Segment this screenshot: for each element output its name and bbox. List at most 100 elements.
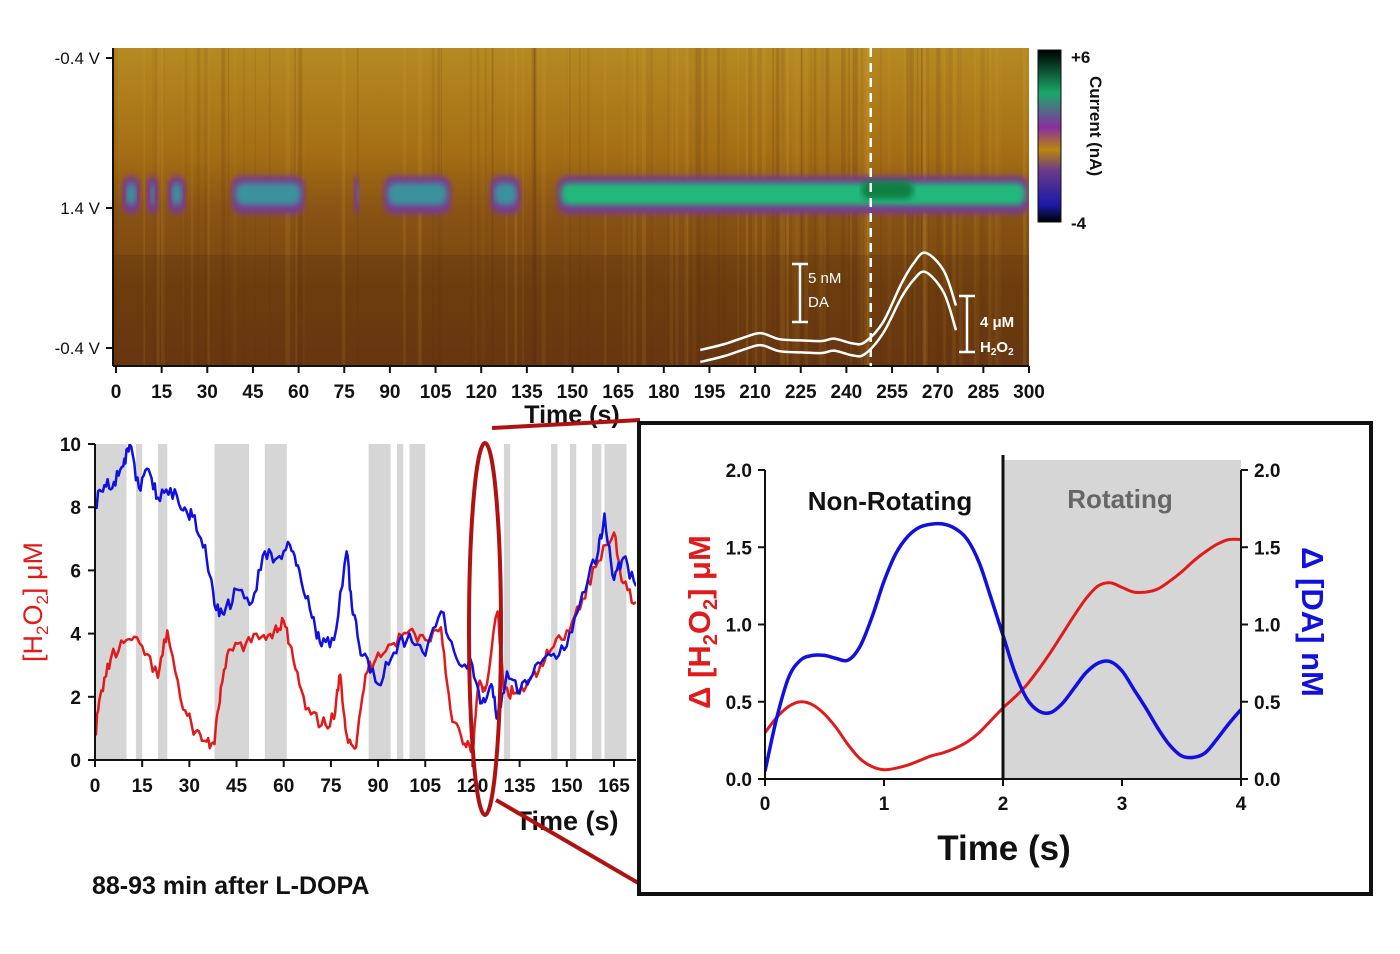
heatmap-x-tick-label: 90 [379,382,400,403]
inset-x-tick-label: 2 [998,794,1009,815]
trace-x-tick-label: 30 [179,776,200,797]
heatmap-streak [474,48,477,366]
trace-y-tick-label: 4 [70,625,81,646]
heatmap-x-tick-label: 270 [922,382,954,403]
heatmap-streak [221,48,225,366]
heatmap-streak [204,48,209,366]
inset-y2-ticks: 0.0 0.5 1.0 1.5 2.0 [1241,461,1281,791]
inset-panel: 0 1 2 3 4 0.0 0.5 1.0 1.5 2.0 0.0 0.5 1.0 1.5 2.0 No… [637,421,1373,896]
inset-x-tick-label: 3 [1117,794,1128,815]
trace-y-tick-label: 8 [70,498,81,519]
band-segment-peak [861,181,914,199]
heatmap-x-tick-label: 45 [242,382,264,403]
scale-bar-da [792,262,808,324]
heatmap-streak [207,48,210,366]
trace-y-axis-label: [H2O2] μM [18,542,52,662]
inset-y-ticks: 0.0 0.5 1.0 1.5 2.0 [726,461,765,791]
rotating-label: Rotating [1067,484,1172,514]
inset-y2-tick-label: 2.0 [1254,461,1280,482]
band-segment-core [387,183,447,205]
trace-x-tick-label: 150 [551,776,583,797]
trace-x-tick-label: 15 [132,776,154,797]
trace-x-tick-label: 90 [368,776,389,797]
trace-y-tick-label: 0 [70,751,81,772]
rotation-band [592,444,602,760]
heatmap-streak [143,48,146,366]
scale-bar-h2o2-value: 4 μM [980,314,1014,331]
inset-x-tick-label: 4 [1236,794,1247,815]
heatmap-x-tick-label: 0 [111,382,122,403]
heatmap-x-ticks: 0 15 30 45 60 75 90 105 120 135 150 165 180 195 210 225… [111,366,1045,403]
highlight-ellipse [467,441,503,817]
heatmap-x-tick-label: 30 [197,382,218,403]
band-segment-core [171,183,182,205]
trace-panel: 0 15 30 45 60 75 90 105 120 135 150 165 0 2 4 6 8 10 [H2… [18,435,636,836]
inset-y-tick-label: 0.0 [726,770,752,791]
trace-x-tick-label: 165 [598,776,630,797]
inset-x-axis-label: Time (s) [937,829,1071,868]
band-segment-core [561,183,1025,205]
heatmap-streak [224,48,227,366]
band-segment-core [235,183,301,205]
heatmap-streak [541,48,546,366]
rotation-band [135,444,143,760]
heatmap-streak [533,48,536,366]
heatmap-x-tick-label: 300 [1013,382,1045,403]
heatmap-streak [227,48,230,366]
heatmap-x-tick-label: 180 [648,382,680,403]
heatmap-redox-band [122,176,1029,214]
heatmap-streak [341,48,346,366]
inset-x-tick-label: 1 [879,794,890,815]
da-series-line [95,444,636,721]
figure-caption: 88-93 min after L-DOPA [92,872,370,900]
heatmap-h2o2-trace [700,270,958,364]
trace-y-ticks: 0 2 4 6 8 10 [60,435,95,772]
heatmap-panel: 0 15 30 45 60 75 90 105 120 135 150 165 180 195 210 225… [55,48,1105,429]
heatmap-streak [191,48,194,366]
heatmap-x-tick-label: 60 [288,382,309,403]
heatmap-x-tick-label: 105 [420,382,452,403]
trace-x-tick-label: 0 [90,776,101,797]
rotation-band [368,444,391,760]
heatmap-ytick-bottom: -0.4 V [55,339,101,358]
rotation-band [569,444,577,760]
band-segment-core [494,183,517,205]
trace-x-tick-label: 135 [504,776,536,797]
inset-x-tick-label: 0 [760,794,771,815]
zoom-connector-top [491,418,641,430]
heatmap-streak [113,48,118,366]
rotation-band [157,444,168,760]
heatmap-x-tick-label: 15 [151,382,173,403]
heatmap-streak [481,48,487,366]
heatmap-ytick-top: -0.4 V [55,49,101,68]
colorbar-min-label: -4 [1071,214,1087,233]
rotation-band [409,444,426,760]
heatmap-streak [522,48,524,366]
heatmap-da-trace [700,251,958,352]
inset-y-tick-label: 2.0 [726,461,752,482]
heatmap-lower-shade [113,255,1029,365]
rotation-band [604,444,627,760]
scale-bar-da-value: 5 nM [808,270,841,287]
heatmap-streak [114,48,116,366]
heatmap-x-tick-label: 255 [876,382,908,403]
colorbar-max-label: +6 [1071,48,1090,67]
scale-bar-da-label: DA [808,294,829,311]
rotation-band [551,444,558,760]
heatmap-streak [531,48,536,366]
inset-left-axis-label: Δ [H2O2] μM [682,535,722,709]
band-segment-core [126,183,137,205]
rotating-region [1003,460,1241,780]
heatmap-x-tick-label: 75 [334,382,356,403]
heatmap-x-tick-label: 225 [785,382,817,403]
inset-y-tick-label: 1.5 [726,538,753,559]
heatmap-x-tick-label: 195 [694,382,726,403]
heatmap-streak [160,48,165,366]
trace-x-ticks: 0 15 30 45 60 75 90 105 120 135 150 165 [90,760,630,797]
heatmap-streak [534,48,537,366]
scale-bar-h2o2 [959,294,975,354]
heatmap-ytick-mid: 1.4 V [60,199,100,218]
trace-x-tick-label: 120 [457,776,489,797]
inset-y2-tick-label: 1.5 [1254,538,1281,559]
zoom-connector-bottom [494,798,642,886]
